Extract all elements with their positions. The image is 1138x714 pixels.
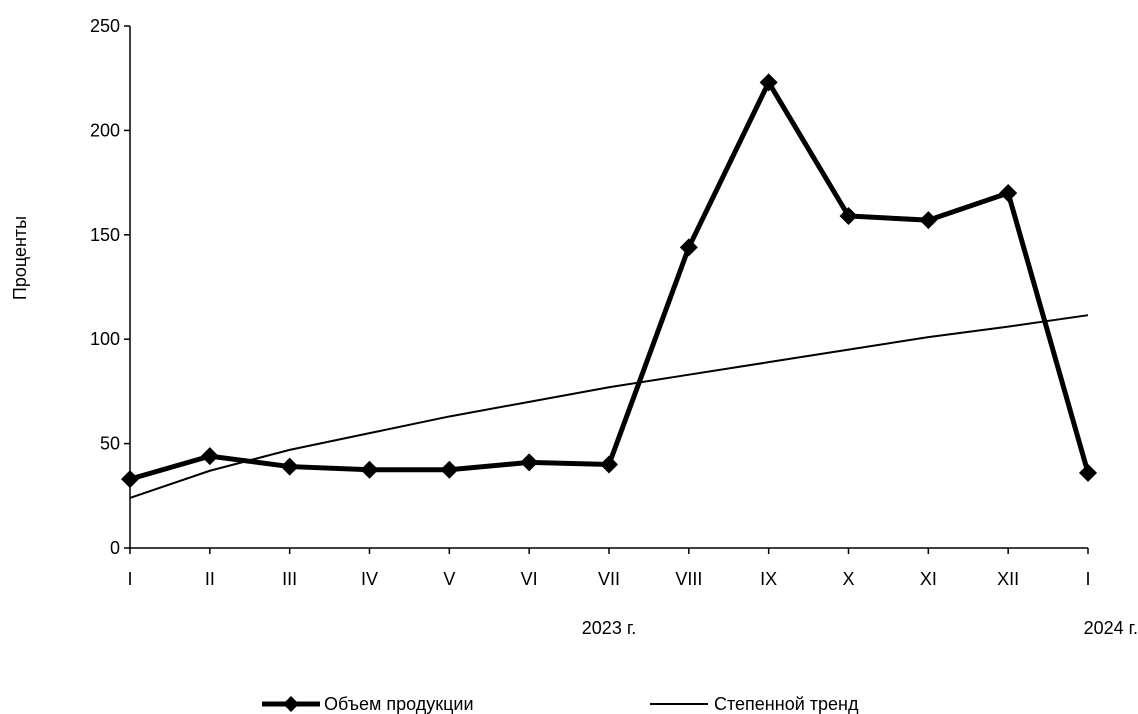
x-tick-label: II: [205, 569, 215, 589]
x-tick-label: V: [443, 569, 455, 589]
x-tick-labels: I II III IV V VI VII VIII IX X XI XII I: [127, 569, 1090, 589]
year-labels: 2023 г. 2024 г.: [582, 618, 1138, 638]
x-tick-label: X: [842, 569, 854, 589]
y-tick-label: 0: [110, 538, 120, 558]
x-tick-label: XII: [997, 569, 1019, 589]
legend-label-trend: Степенной тренд: [714, 694, 859, 714]
series-line: [130, 82, 1088, 479]
legend-marker-main: [283, 696, 299, 712]
x-tick-label: VII: [598, 569, 620, 589]
y-tick-label: 50: [100, 434, 120, 454]
data-point: [121, 470, 139, 488]
data-point: [281, 458, 299, 476]
x-tick-label: IX: [760, 569, 777, 589]
axes: [124, 26, 1088, 554]
year-label: 2024 г.: [1084, 618, 1138, 638]
data-point: [520, 453, 538, 471]
x-tick-label: IV: [361, 569, 378, 589]
y-tick-labels: 0 50 100 150 200 250: [90, 16, 120, 558]
y-axis-title: Проценты: [10, 216, 30, 300]
x-tick-label: XI: [920, 569, 937, 589]
x-tick-label: III: [282, 569, 297, 589]
series-layer: [121, 73, 1097, 498]
x-tick-label: VIII: [675, 569, 702, 589]
x-tick-label: I: [1085, 569, 1090, 589]
legend-label-main: Объем продукции: [324, 694, 474, 714]
data-point: [919, 211, 937, 229]
x-tick-label: VI: [521, 569, 538, 589]
data-point: [680, 238, 698, 256]
x-tick-label: I: [127, 569, 132, 589]
y-tick-label: 100: [90, 329, 120, 349]
data-point: [440, 461, 458, 479]
legend: Объем продукции Степенной тренд: [262, 694, 859, 714]
data-point: [201, 447, 219, 465]
data-point: [361, 461, 379, 479]
y-tick-label: 250: [90, 16, 120, 36]
year-label: 2023 г.: [582, 618, 636, 638]
data-point: [999, 184, 1017, 202]
y-tick-label: 200: [90, 120, 120, 140]
data-point: [600, 455, 618, 473]
y-tick-label: 150: [90, 225, 120, 245]
data-point: [1079, 464, 1097, 482]
